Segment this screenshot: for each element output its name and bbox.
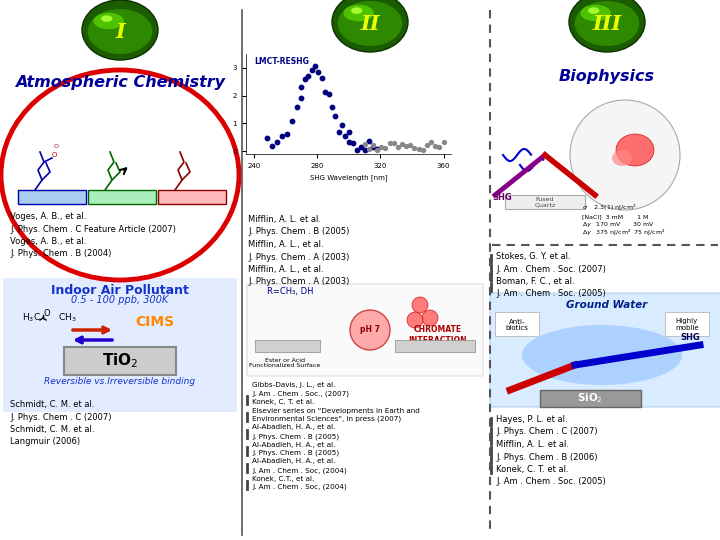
Text: Mifflin, A. L. et al.
J. Phys. Chem . B (2005)
Mifflin, A. L., et al.
J. Phys. C: Mifflin, A. L. et al. J. Phys. Chem . B …: [248, 215, 349, 287]
Point: [271, 138, 282, 146]
Point: [367, 141, 379, 150]
Point: [392, 143, 404, 151]
Text: Al-Abadleh, H. A., et al.: Al-Abadleh, H. A., et al.: [252, 442, 336, 448]
Point: [299, 75, 310, 83]
Point: [384, 139, 395, 147]
Text: SiO$_2$: SiO$_2$: [577, 391, 603, 405]
Point: [409, 143, 420, 152]
Text: Highly
mobile: Highly mobile: [675, 319, 699, 332]
FancyBboxPatch shape: [495, 312, 539, 336]
Text: Anti-
biotics: Anti- biotics: [505, 319, 528, 332]
Text: CHROMATE
INTERACTION: CHROMATE INTERACTION: [409, 325, 467, 345]
Text: J. Am . Chem . Soc, (2004): J. Am . Chem . Soc, (2004): [252, 484, 347, 490]
Text: O: O: [44, 309, 50, 319]
Ellipse shape: [94, 13, 124, 29]
Circle shape: [350, 310, 390, 350]
Bar: [88, 190, 156, 204]
Point: [276, 132, 287, 141]
Ellipse shape: [612, 150, 632, 166]
Text: Biophysics: Biophysics: [559, 69, 655, 84]
Text: I: I: [115, 22, 125, 42]
Ellipse shape: [351, 8, 362, 14]
Point: [310, 62, 321, 70]
Text: SHG: SHG: [680, 334, 700, 342]
Bar: [505, 195, 585, 209]
Text: J. Phys. Chem . B (2005): J. Phys. Chem . B (2005): [252, 450, 339, 456]
Text: pH 7: pH 7: [360, 326, 380, 334]
Text: Fused
Quartz: Fused Quartz: [534, 197, 556, 207]
Point: [343, 138, 354, 146]
Point: [355, 143, 366, 151]
Point: [421, 141, 433, 150]
Ellipse shape: [82, 0, 158, 60]
Text: Schmidt, C. M. et al.
J. Phys. Chem . C (2007)
Schmidt, C. M. et al.
Langmuir (2: Schmidt, C. M. et al. J. Phys. Chem . C …: [10, 400, 112, 447]
Text: Indoor Air Pollutant: Indoor Air Pollutant: [51, 284, 189, 296]
Text: $\sigma$    2.3(1) nJ/cm$^2$: $\sigma$ 2.3(1) nJ/cm$^2$: [582, 203, 636, 213]
Point: [302, 72, 314, 80]
X-axis label: SHG Wavelength [nm]: SHG Wavelength [nm]: [310, 174, 387, 181]
Ellipse shape: [575, 1, 639, 46]
Text: J. Am . Chem . Soc., (2007): J. Am . Chem . Soc., (2007): [252, 390, 349, 397]
Point: [426, 138, 437, 146]
Text: II: II: [360, 14, 379, 34]
Point: [433, 143, 445, 151]
Point: [364, 137, 375, 145]
FancyBboxPatch shape: [64, 347, 176, 375]
Point: [347, 139, 359, 147]
Bar: [18, 190, 86, 204]
Point: [372, 144, 383, 153]
Ellipse shape: [616, 134, 654, 166]
Point: [320, 88, 331, 97]
Point: [343, 127, 354, 136]
Point: [330, 112, 341, 120]
Text: Ground Water: Ground Water: [567, 300, 648, 310]
Circle shape: [412, 297, 428, 313]
FancyBboxPatch shape: [490, 293, 720, 407]
Point: [286, 116, 297, 125]
Text: Konek, C.T., et al.: Konek, C.T., et al.: [252, 476, 314, 482]
Text: Stokes, G. Y. et al.
J. Am . Chem . Soc. (2007)
Boman, F. C., et al.
J. Am . Che: Stokes, G. Y. et al. J. Am . Chem . Soc.…: [496, 252, 606, 299]
Text: $\mathsf{H_3C}$: $\mathsf{H_3C}$: [22, 312, 41, 324]
Ellipse shape: [88, 9, 153, 54]
Ellipse shape: [588, 8, 600, 14]
Point: [388, 138, 400, 147]
Point: [405, 141, 416, 150]
Text: $\Delta\gamma$   170 mV      30 mV: $\Delta\gamma$ 170 mV 30 mV: [582, 220, 654, 229]
Ellipse shape: [332, 0, 408, 52]
Point: [333, 127, 344, 136]
Ellipse shape: [580, 5, 611, 21]
Text: Environmental Sciences", in press (2007): Environmental Sciences", in press (2007): [252, 416, 401, 422]
Point: [359, 140, 370, 149]
Text: Konek, C. T. et al.: Konek, C. T. et al.: [252, 399, 314, 405]
Point: [306, 65, 318, 74]
Bar: [255, 340, 320, 352]
FancyBboxPatch shape: [3, 278, 237, 412]
Circle shape: [407, 312, 423, 328]
Text: SHG: SHG: [492, 193, 512, 202]
Point: [340, 132, 351, 140]
Ellipse shape: [569, 0, 645, 52]
Point: [266, 142, 277, 151]
Text: TiO$_2$: TiO$_2$: [102, 352, 138, 370]
Text: Al-Abadleh, H. A., et al.: Al-Abadleh, H. A., et al.: [252, 458, 336, 464]
Point: [351, 145, 363, 154]
Point: [363, 145, 374, 154]
Ellipse shape: [101, 15, 112, 22]
Text: Hayes, P. L. et al.
J. Phys. Chem . C (2007)
Mifflin, A. L. et al.
J. Phys. Chem: Hayes, P. L. et al. J. Phys. Chem . C (2…: [496, 415, 606, 487]
Point: [261, 134, 272, 143]
Text: Atmospheric Chemistry: Atmospheric Chemistry: [15, 75, 225, 90]
Text: 0.5 - 100 ppb, 300K: 0.5 - 100 ppb, 300K: [71, 295, 168, 305]
Text: J. Phys. Chem . B (2005): J. Phys. Chem . B (2005): [252, 433, 339, 440]
Text: O: O: [52, 152, 58, 158]
Point: [316, 74, 328, 83]
Point: [417, 145, 428, 154]
Text: $\mathsf{CH_3}$: $\mathsf{CH_3}$: [58, 312, 76, 324]
Text: Reversible vs.Irreversible binding: Reversible vs.Irreversible binding: [45, 377, 196, 387]
Bar: [395, 340, 475, 352]
Text: Al-Abadleh, H. A., et al.: Al-Abadleh, H. A., et al.: [252, 424, 336, 430]
Circle shape: [422, 310, 438, 326]
Point: [323, 90, 334, 99]
Ellipse shape: [343, 5, 374, 21]
Point: [376, 143, 387, 152]
Ellipse shape: [338, 1, 402, 46]
